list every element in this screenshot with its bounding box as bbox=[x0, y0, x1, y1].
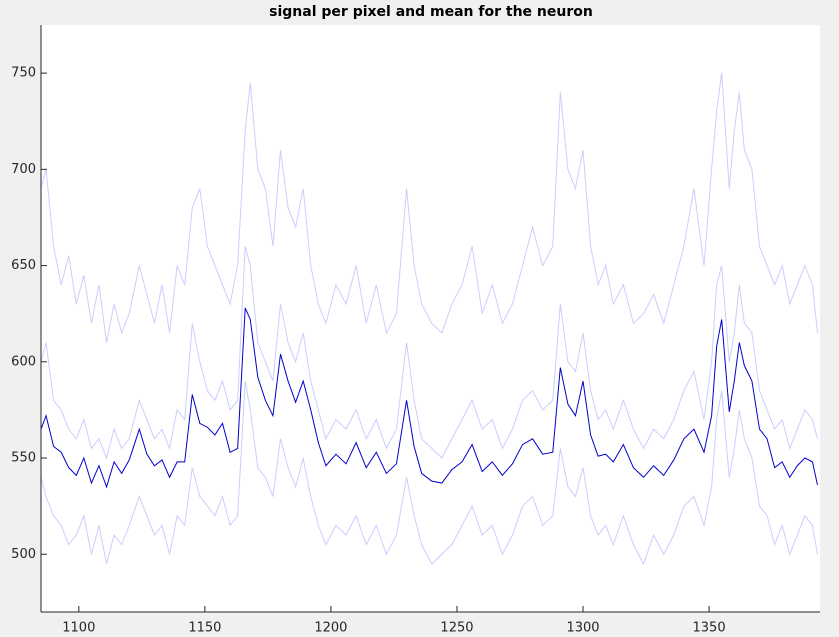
series-line bbox=[41, 246, 818, 460]
series-line bbox=[41, 307, 818, 489]
x-tick-label: 1200 bbox=[314, 621, 347, 636]
y-tick-label: 750 bbox=[11, 66, 36, 81]
y-tick-label: 600 bbox=[11, 354, 36, 369]
y-tick-label: 550 bbox=[11, 451, 36, 466]
x-tick-label: 1150 bbox=[188, 621, 221, 636]
x-tick-label: 1300 bbox=[566, 621, 599, 636]
y-tick-label: 700 bbox=[11, 162, 36, 177]
plot-lines bbox=[41, 73, 818, 566]
series-line bbox=[41, 73, 818, 343]
chart-title: signal per pixel and mean for the neuron bbox=[269, 4, 593, 20]
x-tick-label: 1250 bbox=[440, 621, 473, 636]
y-tick-label: 650 bbox=[11, 258, 36, 273]
x-tick-label: 1100 bbox=[62, 621, 95, 636]
series-line bbox=[41, 380, 818, 566]
y-tick-label: 500 bbox=[11, 547, 36, 562]
x-tick-label: 1350 bbox=[693, 621, 726, 636]
